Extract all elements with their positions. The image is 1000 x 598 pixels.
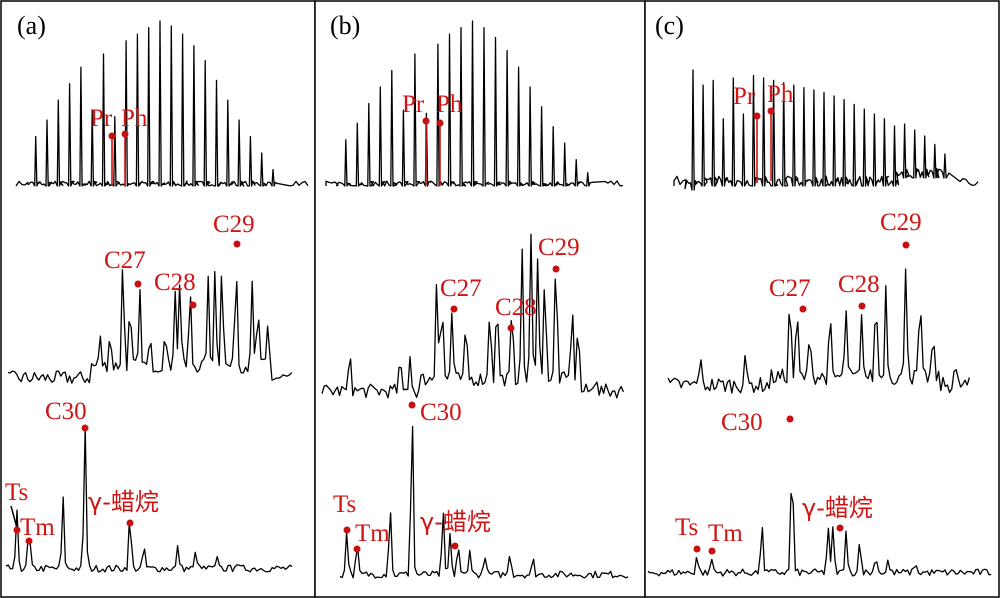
tm-label-b: Tm	[355, 520, 390, 547]
c28-label-a: C28	[154, 269, 196, 296]
tm-dot-c	[708, 547, 716, 555]
terpane-trace-b	[339, 425, 629, 579]
panel-c: (c) Pr Ph C27 C28 C29 C30 Ts Tm γ-蜡烷	[647, 11, 992, 577]
sterane-trace-b	[321, 233, 625, 399]
terpane-trace-c	[647, 492, 992, 577]
ph-label-a: Ph	[121, 105, 148, 132]
sterane-trace-a	[7, 269, 293, 384]
c30-label-c: C30	[721, 409, 763, 436]
c27-dot-a	[134, 280, 142, 288]
alkane-trace-a	[15, 20, 309, 187]
c30-dot-a	[81, 424, 89, 432]
c29-label-c: C29	[880, 209, 922, 236]
panel-label-c: (c)	[655, 11, 684, 40]
c30-dot-c	[786, 415, 794, 423]
ts-label-c: Ts	[675, 514, 698, 541]
tm-label-c: Tm	[708, 520, 743, 547]
sterane-trace-c	[667, 268, 971, 394]
c30-label-b: C30	[420, 399, 462, 426]
alkane-trace-b	[325, 20, 624, 187]
panel-label-b: (b)	[330, 11, 360, 40]
c29-label-b: C29	[538, 234, 580, 261]
pr-marker-dot-a	[108, 132, 116, 140]
panel-label-a: (a)	[17, 11, 46, 40]
tm-label-a: Tm	[20, 514, 55, 541]
panel-frame-c	[644, 0, 1000, 598]
c27-dot-b	[450, 305, 458, 313]
ts-label-b: Ts	[333, 491, 356, 518]
tm-dot-a	[25, 537, 33, 545]
c28-label-c: C28	[838, 271, 880, 298]
ph-label-c: Ph	[767, 81, 794, 108]
gammacerane-dot-a	[126, 519, 134, 527]
ph-marker-dot-c	[767, 107, 775, 115]
ph-marker-dot-b	[436, 119, 444, 127]
c28-dot-c	[858, 302, 866, 310]
panel-b: (b) Pr Ph C27 C28 C29 C30 Ts Tm γ-蜡烷	[321, 11, 629, 579]
c28-dot-a	[189, 301, 197, 309]
c29-dot-b	[552, 265, 560, 273]
ph-marker-dot-a	[121, 130, 129, 138]
c27-dot-c	[799, 305, 807, 313]
ts-dot-c	[693, 545, 701, 553]
gammacerane-label-b: γ-蜡烷	[420, 508, 491, 536]
alkane-trace-c	[673, 69, 979, 191]
ts-dot-a	[13, 526, 21, 534]
pr-label-b: Pr	[402, 91, 425, 118]
c27-label-b: C27	[440, 275, 482, 302]
panel-frame-a	[0, 0, 316, 598]
pr-label-c: Pr	[733, 83, 756, 110]
c30-label-a: C30	[45, 398, 87, 425]
c28-label-b: C28	[495, 294, 537, 321]
gammacerane-dot-c	[836, 524, 844, 532]
c28-dot-b	[507, 324, 515, 332]
c29-dot-c	[902, 241, 910, 249]
panel-frame-b	[314, 0, 646, 598]
pr-marker-dot-b	[422, 117, 430, 125]
terpane-trace-a	[5, 426, 293, 573]
c27-label-a: C27	[104, 247, 146, 274]
ph-label-b: Ph	[436, 91, 463, 118]
gammacerane-label-a: γ-蜡烷	[88, 488, 159, 516]
ts-label-a: Ts	[5, 479, 28, 506]
ts-dot-b	[343, 526, 351, 534]
c27-label-c: C27	[769, 275, 811, 302]
c29-label-a: C29	[213, 211, 255, 238]
tm-dot-b	[353, 545, 361, 553]
c30-dot-b	[408, 401, 416, 409]
ts-pointer-a	[10, 505, 18, 529]
c29-dot-a	[233, 240, 241, 248]
pr-marker-dot-c	[753, 112, 761, 120]
gammacerane-label-c: γ-蜡烷	[802, 494, 873, 522]
pr-label-a: Pr	[90, 105, 113, 132]
panel-a: (a) Pr Ph C27 C28 C29 Ts Tm C30 γ-蜡烷	[5, 11, 309, 573]
gammacerane-dot-b	[451, 542, 459, 550]
